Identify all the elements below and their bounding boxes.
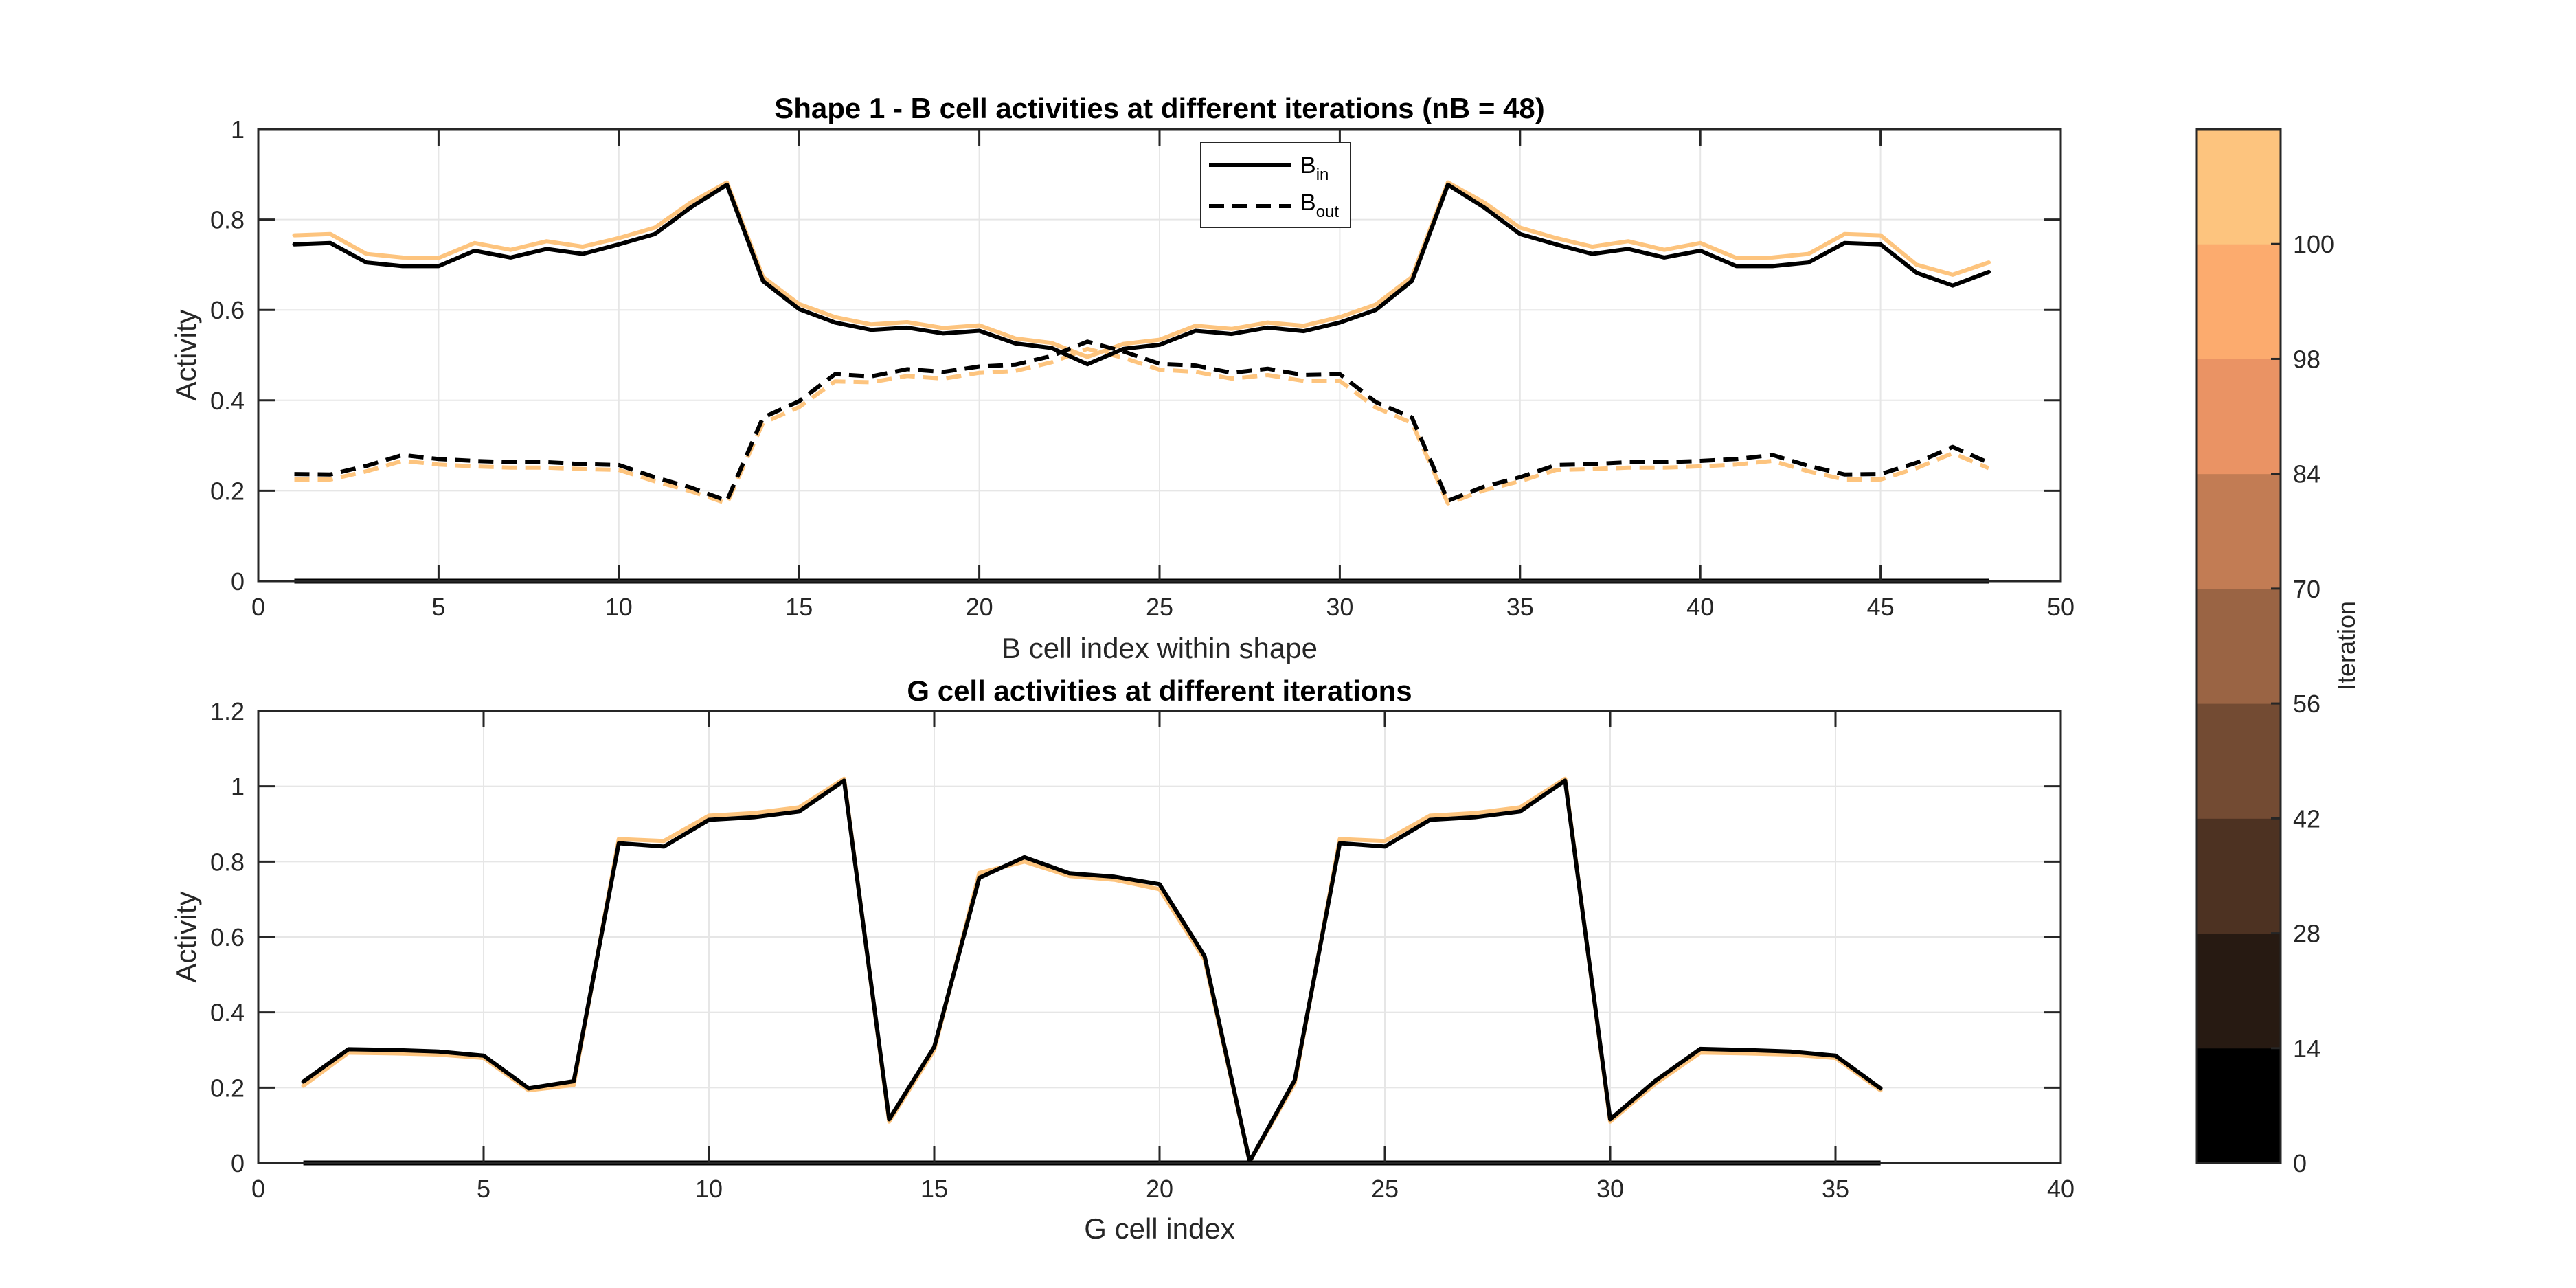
colorbar-label: Iteration <box>2332 601 2360 690</box>
b-cell-x-tick-label: 25 <box>1146 593 1173 621</box>
b-cell-x-axis-label: B cell index within shape <box>1002 632 1318 664</box>
g-cell-x-axis-label: G cell index <box>1084 1212 1234 1245</box>
b-cell-chart-title: Shape 1 - B cell activities at different… <box>774 92 1545 124</box>
g-cell-x-tick-label: 15 <box>920 1175 948 1203</box>
colorbar-swatch <box>2197 818 2281 934</box>
colorbar-frame <box>2195 128 2282 1164</box>
colorbar-swatch <box>2197 588 2281 704</box>
b-cell-y-tick-label: 0.8 <box>210 206 245 234</box>
colorbar-tick-label: 0 <box>2293 1149 2307 1177</box>
colorbar-swatch <box>2197 473 2281 589</box>
legend-label-b-out: Bout <box>1300 190 1339 221</box>
b-cell-chart: 0 5 10 15 20 25 30 35 40 45 50 0 0.2 0.4 0.6 0.8 1 Shape… <box>170 92 2075 664</box>
b-cell-x-tick-label: 0 <box>251 593 265 621</box>
g-cell-ticks: 0 5 10 15 20 25 30 35 40 0 0.2 0.4 0.6 0.8 1 1.2 <box>210 697 2075 1203</box>
b-cell-y-axis-label: Activity <box>170 309 202 400</box>
b-cell-x-tick-label: 5 <box>431 593 445 621</box>
colorbar-swatch <box>2197 933 2281 1049</box>
colorbar: 0 14 28 42 56 70 84 98 100 Iteration <box>2195 128 2360 1177</box>
colorbar-tick-label: 84 <box>2293 460 2320 488</box>
g-cell-y-tick-label: 1 <box>231 773 245 801</box>
colorbar-swatch <box>2197 129 2281 245</box>
legend-box <box>1200 142 1351 228</box>
g-cell-y-tick-label: 0.6 <box>210 923 245 951</box>
b-cell-y-tick-label: 0 <box>231 567 245 596</box>
g-cell-x-tick-label: 30 <box>1596 1175 1624 1203</box>
g-cell-x-tick-label: 35 <box>1822 1175 1849 1203</box>
b-cell-y-tick-label: 1 <box>231 115 245 144</box>
g-cell-x-tick-label: 0 <box>251 1175 265 1203</box>
g-cell-y-tick-label: 0.8 <box>210 848 245 876</box>
colorbar-swatch <box>2197 703 2281 819</box>
b-cell-series-iter-0-in <box>292 182 1991 367</box>
legend-label-b-in: Bin <box>1300 152 1329 184</box>
g-cell-x-tick-label: 10 <box>695 1175 723 1203</box>
b-cell-y-tick-label: 0.2 <box>210 477 245 505</box>
b-cell-ticks: 0 5 10 15 20 25 30 35 40 45 50 0 0.2 0.4 0.6 0.8 1 <box>210 115 2075 621</box>
g-cell-y-tick-label: 0.2 <box>210 1074 245 1102</box>
b-cell-x-tick-label: 50 <box>2047 593 2075 621</box>
g-cell-chart-title: G cell activities at different iteration… <box>907 675 1412 707</box>
colorbar-ticks: 0 14 28 42 56 70 84 98 100 <box>2271 230 2334 1177</box>
colorbar-tick-label: 28 <box>2293 920 2320 948</box>
colorbar-tick-label: 42 <box>2293 804 2320 833</box>
colorbar-swatch <box>2197 1048 2281 1164</box>
colorbar-tick-label: 14 <box>2293 1035 2320 1063</box>
colorbar-swatches <box>2197 129 2281 1164</box>
g-cell-x-tick-label: 40 <box>2047 1175 2075 1203</box>
g-cell-series-iter-0 <box>301 778 1883 1164</box>
b-cell-x-tick-label: 20 <box>966 593 993 621</box>
g-cell-chart: 0 5 10 15 20 25 30 35 40 0 0.2 0.4 0.6 0.8 1 1.2 G cell… <box>170 675 2075 1245</box>
b-cell-legend: Bin Bout <box>1200 142 1351 228</box>
b-cell-series-iter-100-in <box>292 180 1991 359</box>
colorbar-tick-label: 100 <box>2293 230 2334 258</box>
colorbar-swatch <box>2197 359 2281 475</box>
g-cell-y-tick-label: 1.2 <box>210 697 245 725</box>
b-cell-x-tick-label: 30 <box>1326 593 1353 621</box>
colorbar-tick-label: 56 <box>2293 690 2320 718</box>
colorbar-tick-label: 98 <box>2293 345 2320 373</box>
b-cell-x-tick-label: 45 <box>1867 593 1895 621</box>
g-cell-x-tick-label: 25 <box>1371 1175 1399 1203</box>
colorbar-swatch <box>2197 244 2281 359</box>
g-cell-y-tick-label: 0.4 <box>210 999 245 1027</box>
b-cell-y-tick-label: 0.4 <box>210 387 245 415</box>
b-cell-x-tick-label: 35 <box>1506 593 1534 621</box>
b-cell-series-iter-100-out <box>294 346 1990 506</box>
g-cell-x-tick-label: 20 <box>1146 1175 1173 1203</box>
g-cell-x-tick-label: 5 <box>477 1175 490 1203</box>
g-cell-y-tick-label: 0 <box>231 1149 245 1177</box>
b-cell-x-tick-label: 15 <box>785 593 813 621</box>
b-cell-x-tick-label: 40 <box>1686 593 1714 621</box>
colorbar-tick-label: 70 <box>2293 575 2320 603</box>
b-cell-y-tick-label: 0.6 <box>210 296 245 324</box>
g-cell-y-axis-label: Activity <box>170 891 202 982</box>
b-cell-x-tick-label: 10 <box>605 593 633 621</box>
b-cell-series-iter-0-out <box>294 339 1990 503</box>
